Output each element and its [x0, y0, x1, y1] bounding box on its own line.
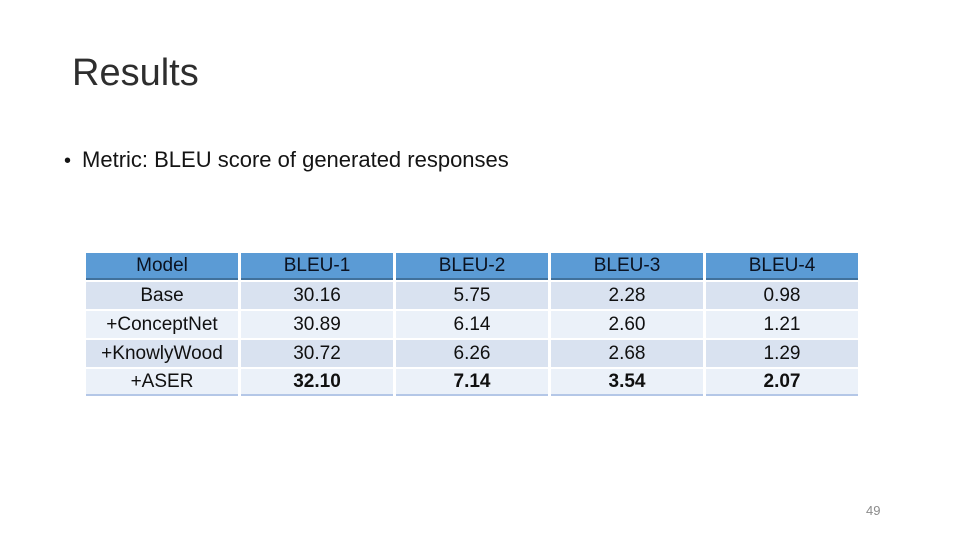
slide-title: Results	[72, 52, 199, 94]
table-cell: 2.60	[551, 311, 703, 338]
results-table: Model BLEU-1 BLEU-2 BLEU-3 BLEU-4 Base 3…	[86, 253, 858, 396]
table-cell: 6.14	[396, 311, 548, 338]
table-cell-model: +KnowlyWood	[86, 340, 238, 367]
col-header-bleu4: BLEU-4	[706, 253, 858, 280]
table-cell: 2.68	[551, 340, 703, 367]
table-cell-model: +ASER	[86, 369, 238, 396]
table-cell: 6.26	[396, 340, 548, 367]
table-cell: 32.10	[241, 369, 393, 396]
table-cell: 30.16	[241, 282, 393, 309]
page-number: 49	[866, 503, 881, 518]
col-header-bleu1: BLEU-1	[241, 253, 393, 280]
table-cell: 1.21	[706, 311, 858, 338]
bullet-icon: •	[64, 150, 72, 172]
bullet-item: • Metric: BLEU score of generated respon…	[64, 147, 509, 173]
table-cell: 2.07	[706, 369, 858, 396]
table-cell: 0.98	[706, 282, 858, 309]
col-header-bleu2: BLEU-2	[396, 253, 548, 280]
table-cell: 5.75	[396, 282, 548, 309]
table-cell-model: Base	[86, 282, 238, 309]
table-cell: 30.72	[241, 340, 393, 367]
bullet-text: Metric: BLEU score of generated response…	[82, 147, 509, 172]
table-cell-model: +ConceptNet	[86, 311, 238, 338]
table-cell: 7.14	[396, 369, 548, 396]
col-header-model: Model	[86, 253, 238, 280]
table-cell: 1.29	[706, 340, 858, 367]
table-cell: 3.54	[551, 369, 703, 396]
col-header-bleu3: BLEU-3	[551, 253, 703, 280]
table-cell: 2.28	[551, 282, 703, 309]
table-cell: 30.89	[241, 311, 393, 338]
